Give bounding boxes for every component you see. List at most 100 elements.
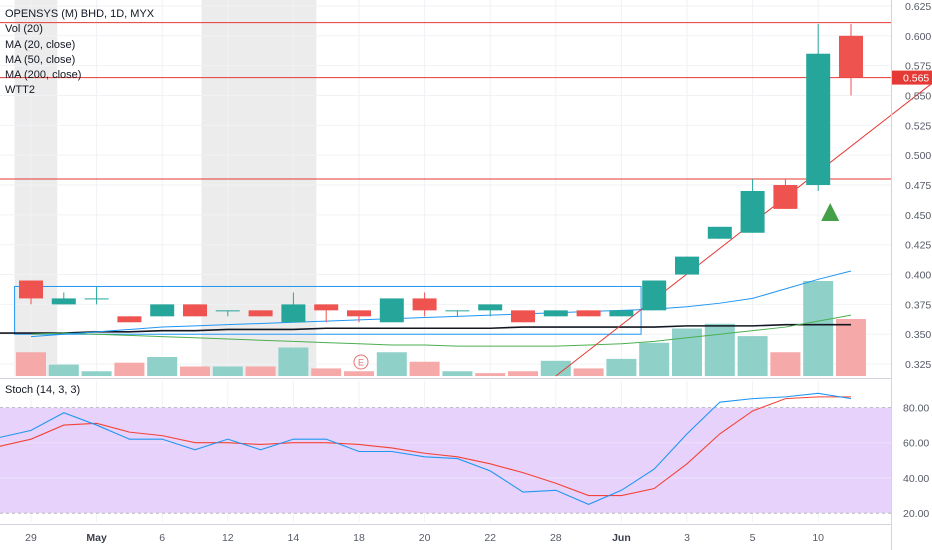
stoch-k-line — [0, 392, 852, 505]
overlay-lines — [0, 22, 932, 377]
stoch-title[interactable]: Stoch (14, 3, 3) — [5, 384, 81, 396]
legend-wtt2[interactable]: WTT2 — [5, 84, 35, 97]
price-tick-label: 0.500 — [905, 150, 931, 162]
legend-volume[interactable]: Vol (20) — [5, 23, 43, 36]
stoch-d-line — [0, 396, 851, 497]
stoch-tick-label: 60.00 — [903, 438, 929, 450]
candle-body — [314, 304, 339, 311]
volume-bar — [16, 352, 46, 376]
time-tick-label: May — [86, 532, 107, 544]
legend-ma200[interactable]: MA (200, close) — [5, 69, 82, 82]
volume-bar — [737, 336, 768, 376]
candle-body — [806, 53, 831, 186]
volume-bar — [573, 368, 604, 376]
candle-body — [379, 298, 404, 323]
volume-bar — [245, 366, 276, 376]
candle-body — [609, 310, 634, 317]
volume-bar — [639, 342, 670, 376]
price-tag-bg — [892, 70, 932, 85]
volume-bar — [48, 364, 79, 376]
ma50-line — [30, 314, 852, 347]
candle-body — [543, 310, 568, 317]
earnings-icon-letter: E — [358, 358, 364, 368]
volume-bar — [344, 371, 374, 376]
candle-body — [248, 310, 273, 317]
candle-body — [183, 304, 207, 317]
candle-body — [51, 298, 76, 305]
candle-body — [19, 280, 43, 299]
candle-body — [675, 256, 699, 275]
price-tick-label: 0.425 — [905, 240, 931, 252]
price-tick-label: 0.525 — [905, 120, 931, 132]
volume-bar — [475, 373, 506, 376]
time-tick-label: Jun — [612, 532, 631, 544]
time-tick-label: 28 — [550, 532, 562, 544]
volume-bar — [114, 362, 145, 376]
candle-body — [215, 310, 240, 312]
candle-body — [773, 185, 798, 209]
time-tick-label: 14 — [288, 532, 300, 544]
time-tick-label: 6 — [159, 532, 165, 544]
time-tick-label: 5 — [750, 532, 756, 544]
candle-body — [347, 310, 371, 317]
earnings-icon — [353, 354, 369, 370]
volume-bar — [704, 323, 735, 376]
buy-signal-icon — [821, 202, 840, 221]
volume-bar — [540, 360, 571, 376]
symbol-title[interactable]: OPENSYS (M) BHD, 1D, MYX — [5, 8, 155, 20]
price-tick-label: 0.325 — [905, 359, 931, 371]
candle-body — [281, 304, 306, 323]
time-tick-label: 10 — [812, 532, 824, 544]
volume-bar — [836, 319, 866, 376]
weekend-shade — [14, 0, 58, 376]
volume-bar — [442, 371, 473, 376]
ma20-line — [30, 270, 852, 338]
candle-body — [84, 298, 109, 300]
candle-body — [642, 280, 667, 311]
volume-bar — [376, 352, 407, 376]
time-tick-label: 3 — [684, 532, 690, 544]
ma200-line — [0, 323, 851, 334]
candlesticks: E — [19, 23, 863, 370]
price-tick-label: 0.400 — [905, 270, 931, 282]
candle-body — [478, 304, 503, 311]
volume-bar — [409, 361, 440, 376]
volume-bar — [606, 358, 637, 376]
volume-bar — [147, 357, 178, 376]
volume-bar — [672, 328, 702, 376]
legend-ma50[interactable]: MA (50, close) — [5, 53, 76, 66]
price-tick-label: 0.575 — [905, 61, 931, 73]
price-tick-label: 0.600 — [905, 31, 931, 43]
candle-body — [412, 298, 437, 311]
price-tick-label: 0.550 — [905, 90, 931, 102]
candle-body — [576, 310, 601, 317]
consolidation-box — [14, 285, 642, 335]
stoch-pane — [0, 392, 891, 514]
price-tick-label: 0.375 — [905, 299, 931, 311]
chart-legend: OPENSYS (M) BHD, 1D, MYX Vol (20) MA (20… — [5, 7, 154, 99]
volume-bar — [180, 366, 210, 376]
time-tick-label: 29 — [25, 532, 37, 544]
candle-body — [511, 310, 535, 323]
volume-bar — [803, 281, 834, 376]
time-tick-label: 20 — [419, 532, 431, 544]
time-tick-label: 22 — [484, 532, 496, 544]
stoch-band — [0, 407, 891, 514]
candle-body — [707, 226, 732, 239]
stoch-tick-label: 80.00 — [903, 402, 929, 414]
candle-body — [117, 316, 142, 323]
legend-ma20[interactable]: MA (20, close) — [5, 38, 76, 51]
volume-bar — [508, 371, 538, 376]
candle-body — [445, 310, 470, 312]
price-tick-label: 0.350 — [905, 329, 931, 341]
volume-bar — [212, 366, 243, 376]
price-tick-label: 0.450 — [905, 210, 931, 222]
price-tick-label: 0.625 — [905, 1, 931, 13]
price-tick-label: 0.475 — [905, 180, 931, 192]
candle-body — [740, 190, 765, 233]
stoch-tick-label: 40.00 — [903, 473, 929, 485]
time-tick-label: 18 — [353, 532, 365, 544]
volume-bar — [770, 352, 801, 376]
